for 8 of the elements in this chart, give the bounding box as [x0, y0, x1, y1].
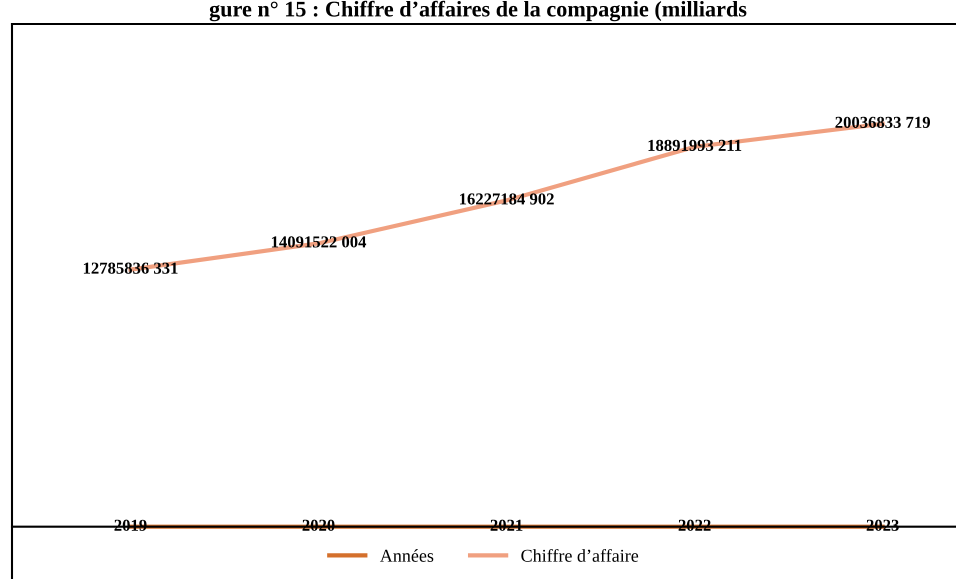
legend-label: Années	[380, 549, 434, 562]
data-label: 14091522 004	[272, 236, 366, 248]
data-label: 20036833 719	[835, 116, 930, 128]
data-label: 12785836 331	[84, 262, 178, 274]
legend-label: Chiffre d’affaire	[521, 548, 638, 562]
chart-title: gure n° 15 : Chiffre d’affaires de la compagnie (milliards	[210, 0, 746, 22]
data-label: 16227184 902	[460, 193, 554, 205]
data-label: 18891993 211	[648, 140, 742, 151]
